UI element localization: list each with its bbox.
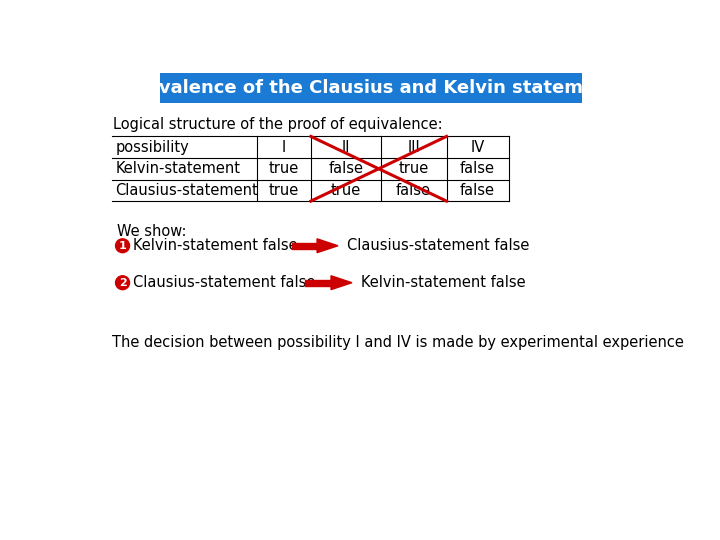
Text: III: III: [408, 140, 420, 154]
Bar: [160, 72, 582, 103]
Text: true: true: [398, 161, 428, 176]
Text: true: true: [269, 183, 299, 198]
Text: IV: IV: [470, 140, 485, 154]
Text: Clausius-statement false: Clausius-statement false: [347, 238, 530, 253]
Text: I: I: [282, 140, 286, 154]
Text: Kelvin-statement: Kelvin-statement: [116, 161, 240, 176]
Polygon shape: [317, 239, 338, 253]
Text: We show:: We show:: [117, 224, 186, 239]
Text: 1: 1: [119, 241, 127, 251]
Text: Clausius-statement false: Clausius-statement false: [133, 275, 316, 290]
Circle shape: [116, 276, 130, 289]
Circle shape: [116, 239, 130, 253]
Text: true: true: [330, 183, 361, 198]
Text: false: false: [460, 161, 495, 176]
Bar: [305, 280, 331, 286]
Polygon shape: [331, 276, 352, 289]
Text: Clausius-statement: Clausius-statement: [116, 183, 258, 198]
Text: false: false: [460, 183, 495, 198]
Text: Logical structure of the proof of equivalence:: Logical structure of the proof of equiva…: [113, 117, 443, 132]
Text: Kelvin-statement false: Kelvin-statement false: [133, 238, 298, 253]
Text: The decision between possibility I and IV is made by experimental experience: The decision between possibility I and I…: [112, 335, 683, 350]
Text: Kelvin-statement false: Kelvin-statement false: [361, 275, 526, 290]
Text: false: false: [396, 183, 431, 198]
Bar: [292, 243, 317, 248]
Text: possibility: possibility: [116, 140, 189, 154]
Text: 2: 2: [119, 278, 127, 288]
Text: false: false: [328, 161, 364, 176]
Text: II: II: [341, 140, 350, 154]
Text: Equivalence of the Clausius and Kelvin statements: Equivalence of the Clausius and Kelvin s…: [114, 79, 627, 97]
Text: true: true: [269, 161, 299, 176]
